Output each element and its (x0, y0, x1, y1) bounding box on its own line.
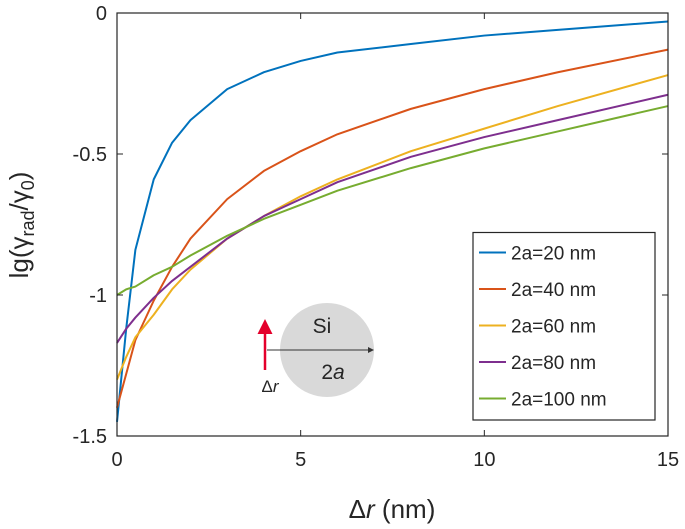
x-label-part: Δ (349, 494, 366, 524)
inset-diameter: 2a (321, 361, 344, 384)
legend-label: 2a=100 nm (511, 390, 607, 411)
series-line (116, 20, 669, 422)
y-label-part: /γ (4, 190, 34, 210)
x-tick-label: 15 (657, 449, 679, 471)
y-tick-label: -1 (89, 285, 107, 307)
axes-box (116, 12, 669, 437)
y-label-part: lg(γ (4, 237, 34, 279)
inset-text: r (273, 377, 280, 396)
x-tick-label: 10 (473, 449, 495, 471)
inset-text: 2 (321, 361, 333, 384)
y-tick-label: -1.5 (73, 426, 107, 448)
y-label-part: ) (4, 172, 34, 181)
plot-area (116, 20, 669, 422)
series-line (116, 105, 669, 296)
legend-label: 2a=40 nm (511, 280, 596, 301)
x-label-part: r (366, 494, 376, 524)
inset-offset: Δr (261, 377, 279, 396)
x-tick-label: 0 (111, 449, 122, 471)
x-tick-label: 5 (295, 449, 306, 471)
inset-text: Δ (261, 377, 272, 396)
y-label-sub: rad (18, 211, 38, 237)
inset-text: a (333, 361, 345, 384)
legend-label: 2a=60 nm (511, 317, 596, 338)
x-label-part: (nm) (375, 494, 436, 524)
legend-label: 2a=20 nm (511, 244, 596, 265)
x-axis-label: Δr (nm) (349, 494, 436, 524)
inset: Si 2a Δr (257, 303, 374, 397)
legend-label: 2a=80 nm (511, 353, 596, 374)
y-axis-label: lg(γrad/γ0) (4, 172, 38, 279)
y-tick-label: 0 (96, 3, 107, 25)
y-label-sub: 0 (18, 180, 38, 190)
y-tick-label: -0.5 (73, 144, 107, 166)
inset-material: Si (313, 315, 332, 338)
